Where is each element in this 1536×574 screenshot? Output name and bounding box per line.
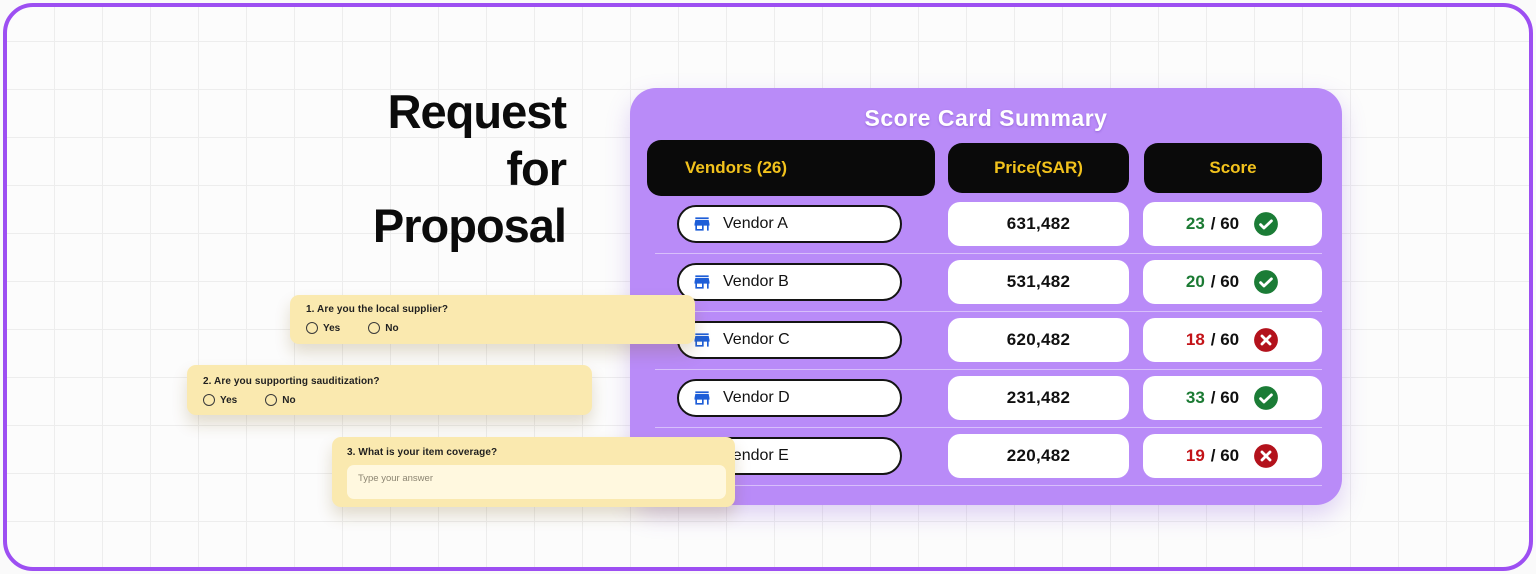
question-label: 1. Are you the local supplier? [306,304,449,315]
radio-option-yes[interactable]: Yes [203,394,237,406]
score-denominator: / 60 [1210,446,1240,465]
table-row: Vendor B 531,482 20 / 60 [630,260,1342,304]
radio-label: Yes [220,394,238,406]
score-card-summary: Score Card Summary Vendors (26) Price(SA… [630,88,1342,505]
column-header-price: Price(SAR) [948,143,1129,193]
score-value: 33 [1185,388,1205,407]
vendor-name: Vendor D [723,389,790,406]
question-label: 3. What is your item coverage? [347,447,498,458]
table-row: Vendor D 231,482 33 / 60 [630,376,1342,420]
storefront-icon [694,391,710,405]
row-divider [655,311,1322,312]
score-denominator: / 60 [1210,272,1240,291]
answer-input[interactable] [347,465,726,499]
score-value: 19 [1185,446,1205,465]
radio-row: Yes No [306,322,681,334]
radio-row: Yes No [203,394,578,406]
column-header-vendors: Vendors (26) [647,140,935,196]
table-row: Vendor A 631,482 23 / 60 [630,202,1342,246]
column-header-score: Score [1144,143,1322,193]
vendor-name: Vendor A [723,215,788,232]
radio-option-yes[interactable]: Yes [306,322,340,334]
vendor-cell: Vendor D [677,379,902,417]
radio-icon[interactable] [306,322,318,334]
check-circle-icon [1254,212,1279,236]
score-cell: 20 / 60 [1143,260,1322,304]
price-cell: 220,482 [948,434,1129,478]
score-denominator: / 60 [1210,330,1240,349]
radio-label: Yes [323,322,341,334]
radio-icon[interactable] [265,394,278,406]
row-divider [655,253,1322,254]
score-value: 18 [1185,330,1205,349]
score-cell: 33 / 60 [1143,376,1322,420]
row-divider [655,427,1322,428]
x-circle-icon [1254,444,1279,468]
radio-option-no[interactable]: No [368,322,399,334]
vendor-cell: Vendor B [677,263,902,301]
question-card-1: 1. Are you the local supplier? Yes No [290,295,695,344]
price-cell: 531,482 [948,260,1129,304]
score-cell: 23 / 60 [1143,202,1322,246]
radio-icon[interactable] [203,394,215,406]
vendor-name: Vendor B [723,273,789,290]
price-cell: 620,482 [948,318,1129,362]
price-cell: 231,482 [948,376,1129,420]
table-row: Vendor C 620,482 18 / 60 [630,318,1342,362]
page-title-line: Proposal [372,199,567,252]
check-circle-icon [1254,270,1279,294]
question-card-2: 2. Are you supporting sauditization? Yes… [187,365,592,415]
radio-label: No [282,394,296,406]
row-divider [655,369,1322,370]
score-value: 20 [1185,272,1205,291]
score-value: 23 [1185,214,1205,233]
price-cell: 631,482 [948,202,1129,246]
score-denominator: / 60 [1210,214,1240,233]
vendor-cell: Vendor A [677,205,902,243]
table-row: Vendor E 220,482 19 / 60 [630,434,1342,478]
check-circle-icon [1254,386,1279,410]
score-cell: 18 / 60 [1143,318,1322,362]
storefront-icon [694,275,710,289]
score-denominator: / 60 [1210,388,1240,407]
vendor-name: Vendor C [723,331,790,348]
page-title: Request for Proposal [7,83,567,254]
storefront-icon [694,333,710,347]
vendor-name: Vendor E [723,447,789,464]
radio-icon[interactable] [368,322,381,334]
radio-label: No [385,322,399,334]
row-divider [655,485,1322,486]
question-label: 2. Are you supporting sauditization? [203,376,380,387]
radio-option-no[interactable]: No [265,394,296,406]
grid-paper-frame: Request for Proposal Score Card Summary … [3,3,1533,571]
storefront-icon [694,217,710,231]
question-card-3: 3. What is your item coverage? [332,437,735,507]
vendor-cell: Vendor C [677,321,902,359]
score-card-title: Score Card Summary [864,105,1108,131]
page-title-line: for [506,142,567,195]
x-circle-icon [1254,328,1279,352]
page-title-line: Request [387,85,567,138]
score-cell: 19 / 60 [1143,434,1322,478]
